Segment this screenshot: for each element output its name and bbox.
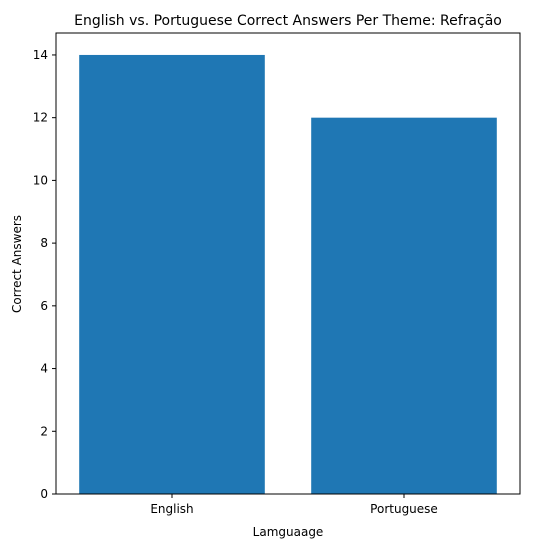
x-tick-label-portuguese: Portuguese: [370, 502, 438, 516]
y-tick-label-0: 0: [40, 487, 48, 501]
y-tick-label-8: 8: [40, 236, 48, 250]
bar-portuguese: [311, 117, 497, 495]
y-tick-label-12: 12: [33, 111, 48, 125]
y-axis-ticks: 0 2 4 6 8 10 12 14: [33, 48, 56, 501]
y-axis-title: Correct Answers: [10, 215, 24, 313]
y-tick-label-6: 6: [40, 299, 48, 313]
chart-title: English vs. Portuguese Correct Answers P…: [74, 13, 502, 29]
x-axis-title: Lamguaage: [253, 525, 324, 539]
bar-english: [79, 54, 265, 494]
y-tick-label-10: 10: [33, 173, 48, 187]
x-axis-ticks: English Portuguese: [150, 494, 438, 516]
y-tick-label-4: 4: [40, 362, 48, 376]
x-tick-label-english: English: [150, 502, 193, 516]
y-tick-label-14: 14: [33, 48, 48, 62]
plot-frame: [55, 32, 521, 495]
y-tick-label-2: 2: [40, 424, 48, 438]
bars-group: [79, 54, 497, 495]
